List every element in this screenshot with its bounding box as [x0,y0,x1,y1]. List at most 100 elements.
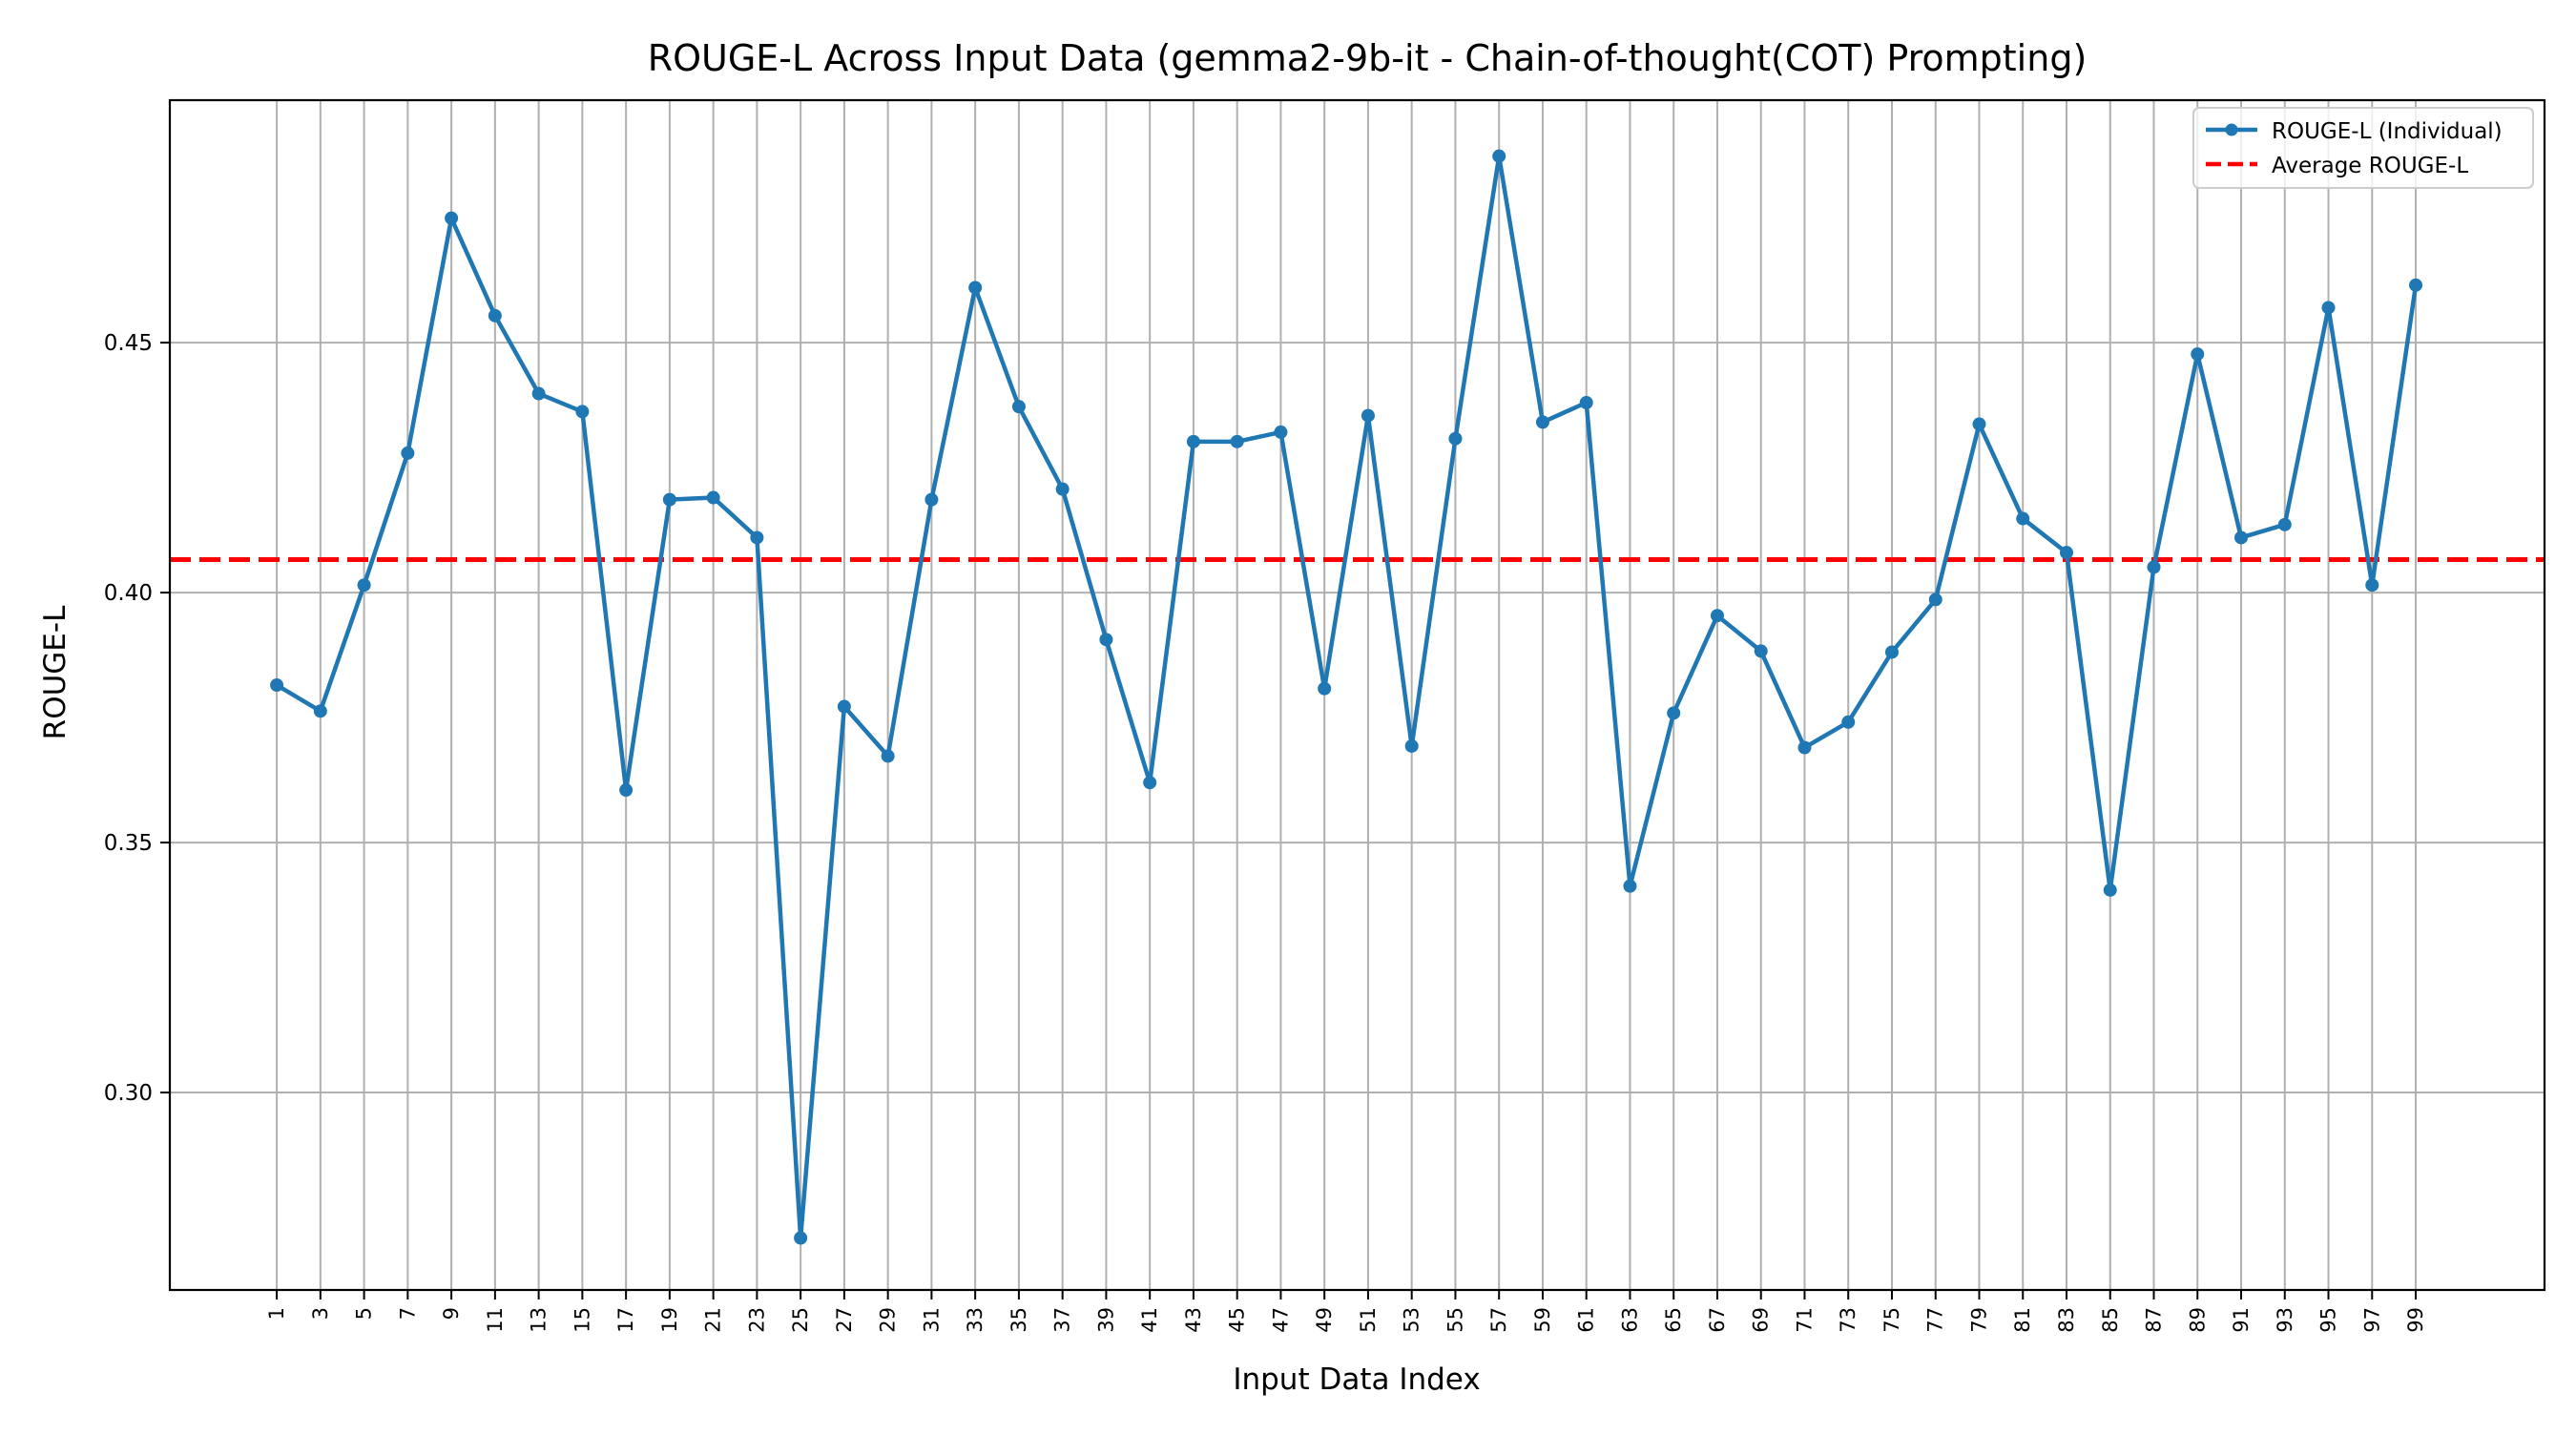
rouge-l-point [2321,301,2336,315]
x-tick-label: 15 [571,1307,593,1333]
rouge-l-point [881,749,895,763]
x-tick-label: 73 [1837,1307,1859,1333]
rouge-l-point [2409,278,2423,292]
rouge-l-point [2147,560,2161,574]
x-tick-label: 69 [1750,1307,1773,1333]
x-tick-label: 53 [1401,1307,1423,1333]
x-tick-label: 87 [2143,1307,2166,1333]
x-tick-label: 83 [2055,1307,2078,1333]
rouge-l-point [968,281,983,295]
x-tick-label: 21 [702,1307,725,1333]
rouge-l-point [313,704,327,718]
rouge-l-point [2365,578,2379,593]
x-tick-label: 59 [1531,1307,1554,1333]
rouge-l-point [1011,400,1026,414]
rouge-l-point [1667,706,1681,720]
rouge-l-point [2234,530,2249,545]
rouge-l-point [1754,644,1768,658]
rouge-l-point [2016,511,2030,526]
x-axis-label: Input Data Index [1233,1362,1480,1397]
x-tick-label: 43 [1182,1307,1205,1333]
x-tick-label: 67 [1706,1307,1729,1333]
x-tick-label: 13 [528,1307,551,1333]
plot-frame [168,98,2546,1292]
rouge-l-point [1361,408,1375,423]
rouge-l-point [1404,738,1419,753]
rouge-l-point [1448,431,1463,446]
x-tick-label: 81 [2011,1307,2034,1333]
x-tick-label: 91 [2230,1307,2253,1333]
rouge-l-point [1055,482,1070,496]
rouge-l-point [1579,395,1593,409]
x-tick-label: 99 [2404,1307,2427,1333]
rouge-l-point [2103,883,2117,897]
x-tick-label: 11 [484,1307,507,1333]
rouge-l-point [1143,776,1157,790]
rouge-l-point [2277,517,2292,531]
rouge-l-point [750,530,764,545]
chart-title: ROUGE-L Across Input Data (gemma2-9b-it … [648,37,2088,79]
x-tick-label: 49 [1313,1307,1336,1333]
legend: ROUGE-L (Individual) Average ROUGE-L [2192,107,2534,189]
y-axis-label: ROUGE-L [38,605,73,739]
rouge-l-series-line [275,154,2419,1240]
y-axis-ticks: 0.30 0.35 0.40 0.45 [104,331,170,1106]
y-tick-label: 0.45 [104,331,153,356]
rouge-l-point [1318,681,1332,696]
x-tick-label: 17 [614,1307,637,1333]
rouge-l-point [619,783,634,798]
legend-box [2192,107,2534,189]
x-tick-label: 47 [1269,1307,1292,1333]
rouge-l-point [445,211,459,225]
x-tick-label: 3 [309,1307,332,1320]
rouge-l-point [1535,415,1549,429]
rouge-l-point [1099,633,1113,647]
x-tick-label: 75 [1880,1307,1903,1333]
x-tick-label: 85 [2099,1307,2122,1333]
rouge-l-point [1710,609,1724,623]
x-tick-label: 97 [2360,1307,2383,1333]
rouge-l-point [924,492,939,507]
x-tick-label: 55 [1444,1307,1466,1333]
x-tick-label: 77 [1924,1307,1947,1333]
rouge-l-point [662,492,676,507]
rouge-l-point [1841,715,1856,729]
x-tick-label: 7 [396,1307,419,1320]
x-tick-label: 89 [2186,1307,2209,1333]
x-tick-label: 29 [877,1307,900,1333]
x-tick-label: 5 [353,1307,376,1320]
rouge-l-point [1186,434,1200,448]
x-tick-label: 27 [833,1307,856,1333]
y-tick-label: 0.35 [104,831,153,856]
rouge-l-point [488,308,502,322]
x-axis-ticks: 1 3 5 7 9 11 13 15 17 19 21 23 25 27 29 31 33 35 37 39 41 43 4… [265,1290,2427,1333]
grid-layer [170,100,2545,1290]
rouge-l-point [1797,740,1812,755]
x-tick-label: 45 [1226,1307,1249,1333]
x-tick-label: 35 [1008,1307,1030,1333]
rouge-l-point [531,386,546,401]
rouge-l-point [270,678,284,693]
x-tick-label: 65 [1662,1307,1685,1333]
rouge-l-point [401,446,415,460]
y-tick-label: 0.30 [104,1081,153,1106]
x-tick-label: 33 [964,1307,987,1333]
rouge-l-point [1884,645,1899,659]
legend-label-average: Average ROUGE-L [2272,154,2468,178]
x-tick-label: 23 [745,1307,768,1333]
x-tick-label: 31 [920,1307,943,1333]
x-tick-label: 95 [2317,1307,2340,1333]
x-tick-label: 93 [2274,1307,2296,1333]
rouge-l-point [2191,347,2205,362]
series-layer [270,149,2423,1245]
rouge-l-point [357,578,371,593]
rouge-l-point [1230,434,1244,448]
x-tick-label: 19 [658,1307,681,1333]
x-tick-label: 9 [440,1307,463,1320]
rouge-l-point [1492,149,1506,163]
x-tick-label: 79 [1967,1307,1990,1333]
rouge-l-point [1623,879,1637,893]
x-tick-label: 37 [1051,1307,1074,1333]
